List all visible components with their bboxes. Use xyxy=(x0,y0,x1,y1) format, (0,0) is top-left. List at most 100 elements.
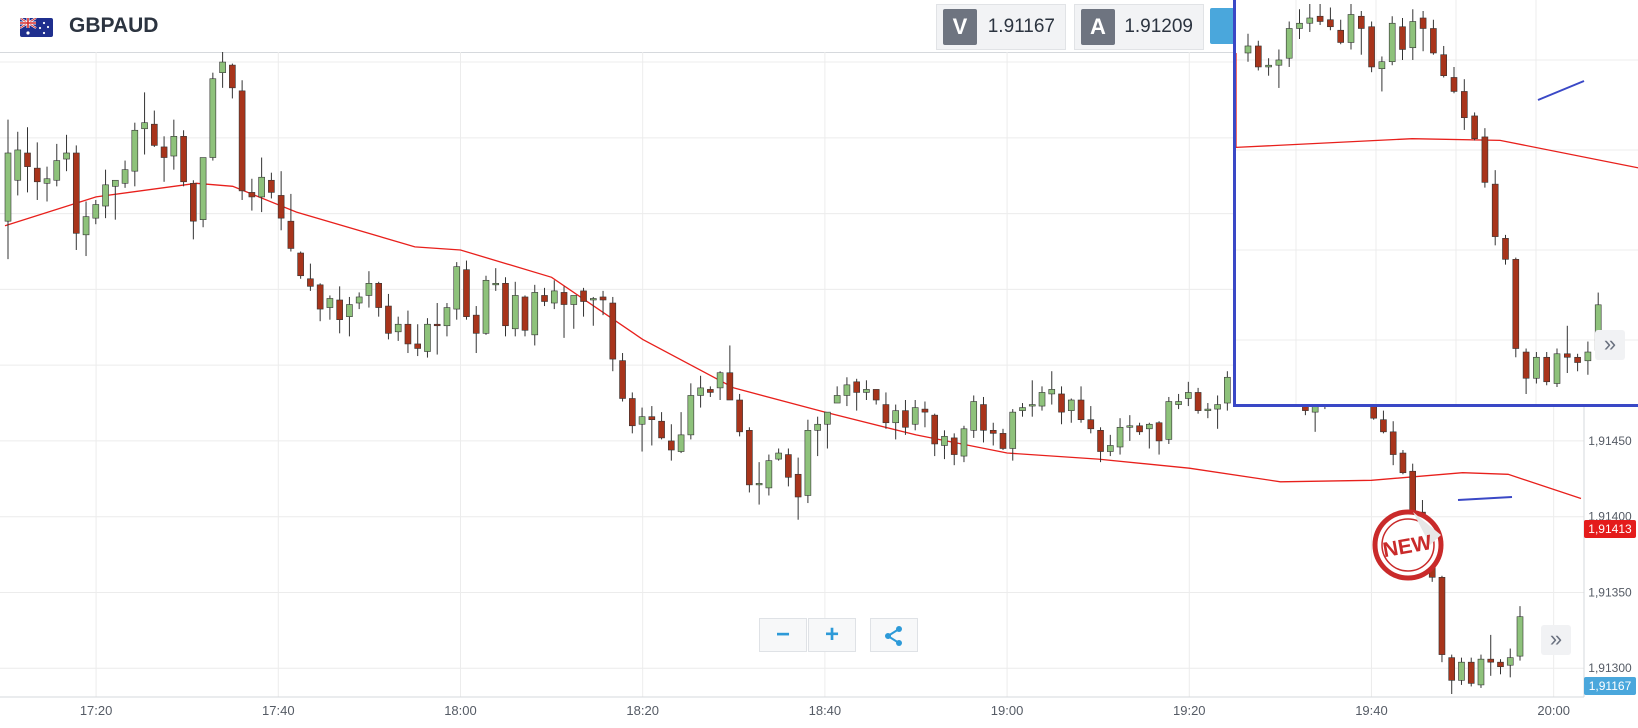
zoom-in-button[interactable]: + xyxy=(808,618,856,652)
inset-candle xyxy=(1481,128,1489,188)
inset-candle-body xyxy=(1254,45,1262,68)
candle-body xyxy=(580,290,587,302)
candle-body xyxy=(785,454,792,478)
candle-body xyxy=(424,323,431,352)
candle xyxy=(1009,409,1017,461)
candle-body xyxy=(4,152,12,222)
candle xyxy=(1399,450,1407,475)
candle-body xyxy=(33,167,41,183)
candle xyxy=(989,422,997,446)
inset-candle-body xyxy=(1358,15,1365,29)
inset-scroll-right-button[interactable]: » xyxy=(1595,330,1625,360)
candle xyxy=(336,286,343,334)
y-tick-label: 1,91300 xyxy=(1588,661,1632,675)
inset-candle xyxy=(1461,79,1468,130)
trendline xyxy=(1457,496,1513,501)
candle-body xyxy=(775,452,782,460)
ask-value: 1.91209 xyxy=(1124,16,1193,37)
candle xyxy=(541,287,548,307)
svg-text:1,91167: 1,91167 xyxy=(1589,679,1632,693)
candle-body xyxy=(736,399,743,433)
inset-candle-body xyxy=(1471,115,1478,139)
candle-body xyxy=(1038,392,1046,407)
inset-candle xyxy=(1512,257,1520,358)
candle-body xyxy=(1009,411,1017,449)
candle xyxy=(170,119,178,170)
inset-candle xyxy=(1316,4,1324,25)
candle-body xyxy=(1048,389,1056,395)
inset-candle-body xyxy=(1337,29,1344,43)
candle-body xyxy=(375,283,382,308)
candle-body xyxy=(180,136,187,183)
candle-body xyxy=(151,123,158,146)
candle-body xyxy=(560,292,568,305)
inset-candle-body xyxy=(1461,91,1468,118)
candle-body xyxy=(599,296,607,301)
candle-body xyxy=(53,160,61,181)
candle xyxy=(209,72,217,161)
candle xyxy=(619,353,626,402)
candle-body xyxy=(882,404,890,424)
ask-quote[interactable]: A 1.91209 xyxy=(1074,4,1204,50)
candle-body xyxy=(1165,401,1173,440)
inset-candle xyxy=(1440,45,1447,78)
share-button[interactable] xyxy=(870,618,918,652)
inset-moving-average-line xyxy=(1236,53,1638,169)
candle-body xyxy=(668,440,675,451)
candle-body xyxy=(72,152,80,234)
candle-body xyxy=(43,178,51,184)
current-price-marker: 1,91413 xyxy=(1584,520,1636,538)
bid-quote[interactable]: V 1.91167 xyxy=(936,4,1066,50)
candle xyxy=(453,262,461,320)
candle xyxy=(463,260,470,320)
candle-body xyxy=(1155,422,1163,442)
candle xyxy=(609,296,617,372)
candle xyxy=(863,380,870,401)
candle xyxy=(980,396,987,443)
candle-body xyxy=(1019,407,1026,411)
inset-candle-body xyxy=(1430,28,1437,54)
candle-body xyxy=(999,433,1007,449)
candle xyxy=(726,345,734,401)
candle-body xyxy=(746,430,753,486)
candle xyxy=(1048,371,1056,405)
candle xyxy=(589,296,597,326)
candle-body xyxy=(872,389,880,401)
candle-body xyxy=(14,149,22,181)
candle xyxy=(482,275,490,335)
candle xyxy=(1146,422,1153,449)
candle-body xyxy=(453,266,461,310)
candle xyxy=(970,395,978,438)
candle-body xyxy=(346,304,353,317)
candle xyxy=(404,310,412,354)
trade-button[interactable] xyxy=(1210,8,1234,44)
x-tick-label: 18:00 xyxy=(444,703,477,718)
candle xyxy=(697,375,704,408)
candle-body xyxy=(1185,392,1192,399)
zoom-out-button[interactable]: − xyxy=(759,618,807,652)
inset-candle-body xyxy=(1440,54,1447,77)
candle xyxy=(814,416,821,457)
candle-body xyxy=(463,269,470,317)
candle xyxy=(151,110,158,147)
candle xyxy=(1194,387,1202,414)
inset-candle-body xyxy=(1306,17,1314,24)
candle xyxy=(316,283,324,322)
candle-body xyxy=(316,284,324,310)
inset-candle xyxy=(1409,9,1417,60)
inset-candle xyxy=(1553,348,1561,388)
candle xyxy=(287,193,295,252)
candle xyxy=(638,407,646,452)
candle-body xyxy=(902,410,909,428)
inset-candle xyxy=(1337,19,1344,45)
y-tick-label: 1,91450 xyxy=(1588,434,1632,448)
candle-body xyxy=(1067,399,1075,411)
candle xyxy=(112,179,119,220)
candle xyxy=(736,393,743,437)
scroll-right-button[interactable]: » xyxy=(1541,625,1571,655)
candle xyxy=(1185,381,1192,407)
candle-body xyxy=(160,146,168,158)
candle-body xyxy=(511,295,519,330)
inset-candle-body xyxy=(1378,61,1386,70)
price-chart[interactable]: NEW 1,913001,913501,914001,914501,91500 … xyxy=(0,52,1638,728)
